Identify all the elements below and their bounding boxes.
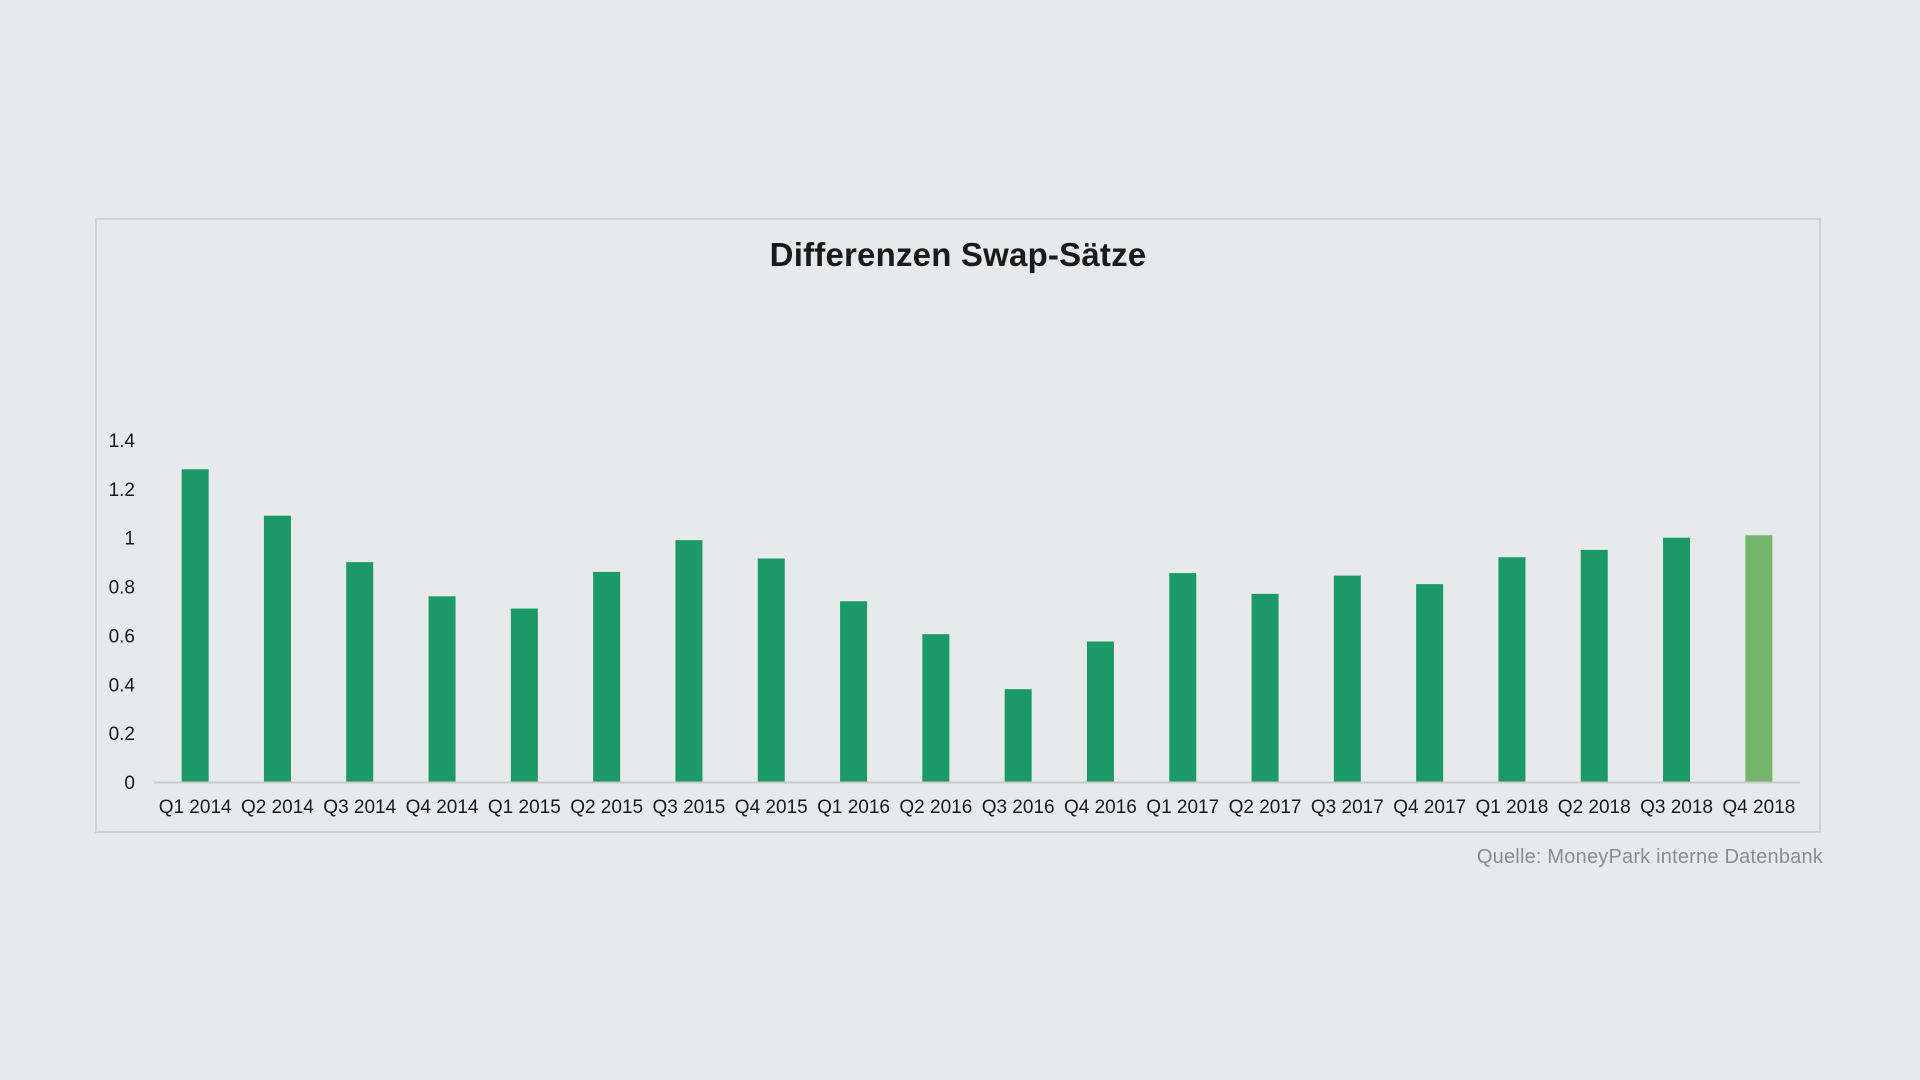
x-tick-label: Q2 2017: [1229, 797, 1302, 818]
x-tick-label: Q1 2014: [159, 797, 232, 818]
bar-q2-2015: [593, 571, 621, 782]
bar-q4-2017: [1416, 584, 1444, 782]
bar-q1-2016: [840, 601, 868, 782]
bar-q4-2018: [1745, 535, 1773, 782]
bar-q2-2017: [1251, 593, 1279, 782]
x-tick-label: Q3 2017: [1311, 797, 1384, 818]
x-tick-label: Q2 2014: [241, 797, 314, 818]
bar-q3-2015: [675, 540, 703, 782]
bar-q2-2016: [922, 634, 950, 782]
y-tick-label: 1.2: [109, 480, 135, 501]
x-tick-label: Q1 2016: [817, 797, 890, 818]
bar-q1-2017: [1169, 573, 1197, 782]
bar-chart: 0 0.2 0.4 0.6 0.8 1 1.2 1.4 Q1 2014 Q2 2014 Q3 20…: [109, 431, 1800, 818]
x-tick-label: Q3 2015: [652, 797, 725, 818]
x-tick-label: Q2 2016: [899, 797, 972, 818]
x-tick-label: Q3 2016: [982, 797, 1055, 818]
bar-q1-2014: [181, 469, 209, 782]
bars: [181, 469, 1773, 782]
y-tick-label: 1: [124, 529, 135, 550]
x-tick-label: Q4 2014: [406, 797, 479, 818]
x-tick-label: Q3 2018: [1640, 797, 1713, 818]
x-tick-label: Q4 2015: [735, 797, 808, 818]
bar-q3-2017: [1333, 575, 1361, 782]
source-note: Quelle: MoneyPark interne Datenbank: [1476, 846, 1823, 868]
bar-q3-2018: [1663, 537, 1691, 782]
bar-q3-2014: [346, 562, 374, 782]
bar-q4-2015: [757, 558, 785, 782]
x-tick-label: Q1 2015: [488, 797, 561, 818]
x-tick-label: Q2 2018: [1558, 797, 1631, 818]
bar-q3-2016: [1004, 689, 1032, 782]
chart-title: Differenzen Swap-Sätze: [769, 236, 1147, 273]
bar-q2-2018: [1580, 549, 1608, 782]
y-axis-ticks: 0 0.2 0.4 0.6 0.8 1 1.2 1.4: [109, 431, 136, 794]
bar-q4-2016: [1086, 641, 1114, 782]
y-tick-label: 0.6: [109, 626, 135, 647]
y-tick-label: 0.8: [109, 578, 135, 599]
bar-q2-2014: [263, 515, 291, 782]
x-tick-label: Q2 2015: [570, 797, 643, 818]
bar-q4-2014: [428, 596, 456, 782]
y-tick-label: 0: [124, 773, 135, 794]
x-tick-label: Q4 2017: [1393, 797, 1466, 818]
x-tick-label: Q4 2016: [1064, 797, 1137, 818]
x-tick-label: Q4 2018: [1722, 797, 1795, 818]
y-tick-label: 1.4: [109, 431, 136, 452]
x-tick-label: Q3 2014: [323, 797, 396, 818]
x-axis-ticks: Q1 2014 Q2 2014 Q3 2014 Q4 2014 Q1 2015 Q2 20…: [159, 797, 1796, 818]
bar-q1-2015: [510, 608, 538, 782]
bar-q1-2018: [1498, 557, 1526, 782]
y-tick-label: 0.2: [109, 724, 135, 745]
chart-frame: 0 0.2 0.4 0.6 0.8 1 1.2 1.4 Q1 2014 Q2 2014 Q3 20…: [95, 218, 1821, 833]
x-tick-label: Q1 2018: [1475, 797, 1548, 818]
y-tick-label: 0.4: [109, 675, 136, 696]
x-tick-label: Q1 2017: [1146, 797, 1219, 818]
